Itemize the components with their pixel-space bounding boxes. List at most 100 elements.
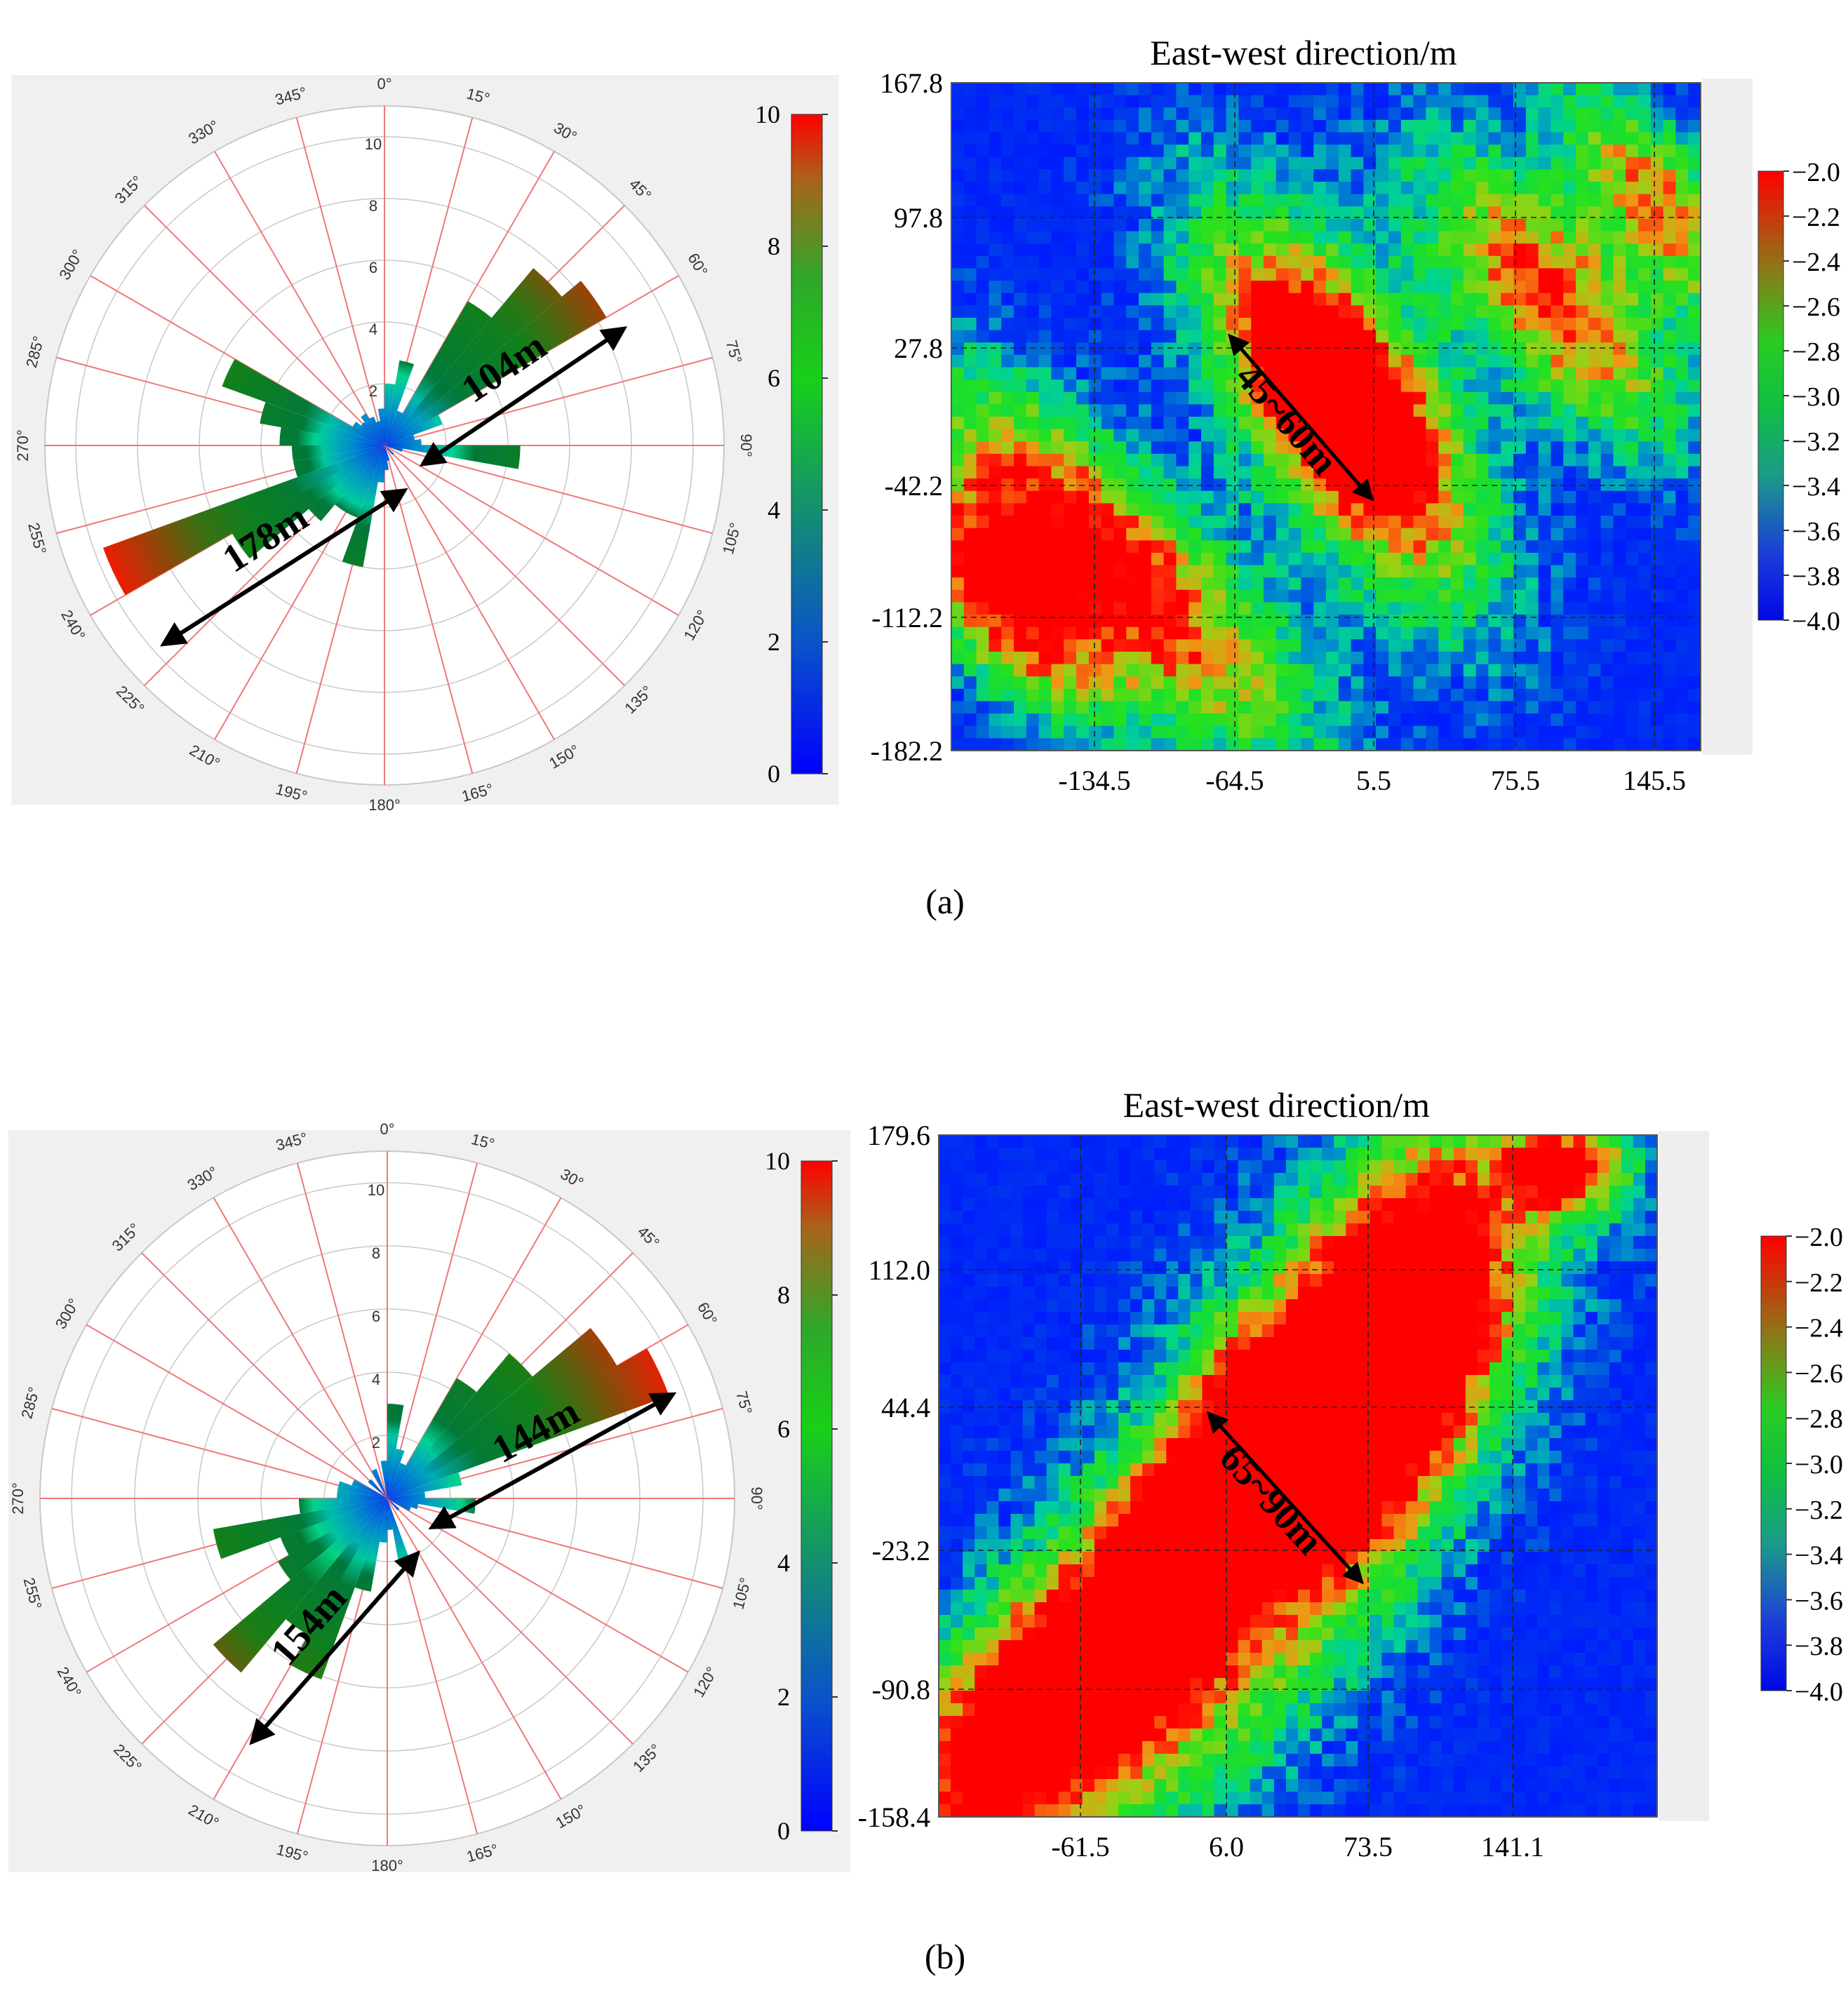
heatmap-b: East-west direction/m-61.5 6.0 73.5 141.117… bbox=[858, 1085, 1843, 1863]
heatmap-cell bbox=[1463, 231, 1477, 244]
heatmap-cell bbox=[1650, 602, 1664, 615]
heatmap-cell bbox=[1189, 218, 1202, 232]
heatmap-cell bbox=[1126, 281, 1139, 294]
heatmap-cell bbox=[1525, 1274, 1538, 1287]
heatmap-cell bbox=[951, 1400, 963, 1414]
heatmap-cell bbox=[1101, 688, 1114, 702]
heatmap-cell bbox=[1417, 1413, 1431, 1426]
heatmap-cell bbox=[1001, 552, 1015, 566]
heatmap-cell bbox=[1178, 1375, 1191, 1388]
heatmap-cell bbox=[1151, 330, 1165, 343]
heatmap-cell bbox=[1226, 1375, 1239, 1388]
heatmap-cell bbox=[1301, 615, 1314, 628]
heatmap-cell bbox=[1576, 516, 1589, 529]
heatmap-cell bbox=[1451, 429, 1464, 442]
heatmap-cell bbox=[1064, 293, 1077, 306]
heatmap-cell bbox=[1573, 1236, 1586, 1249]
heatmap-cell bbox=[1638, 676, 1652, 690]
heatmap-cell bbox=[1326, 132, 1339, 145]
heatmap-cell bbox=[1213, 602, 1227, 615]
heatmap-cell bbox=[1238, 1173, 1251, 1186]
heatmap-colorbar-label: −2.8 bbox=[1792, 337, 1840, 367]
heatmap-cell bbox=[1178, 1287, 1191, 1300]
heatmap-cell bbox=[1139, 466, 1152, 479]
heatmap-cell bbox=[1322, 1388, 1334, 1401]
heatmap-cell bbox=[1166, 1324, 1179, 1338]
heatmap-cell bbox=[1588, 145, 1602, 158]
heatmap-cell bbox=[963, 429, 977, 442]
heatmap-cell bbox=[1264, 626, 1277, 640]
heatmap-cell bbox=[963, 651, 977, 665]
heatmap-cell bbox=[1451, 367, 1464, 380]
heatmap-cell bbox=[1163, 169, 1177, 182]
heatmap-cell bbox=[1101, 565, 1114, 578]
heatmap-cell bbox=[1551, 231, 1564, 244]
heatmap-cell bbox=[1663, 528, 1676, 541]
heatmap-cell bbox=[1451, 552, 1464, 566]
heatmap-cell bbox=[1285, 1362, 1299, 1376]
heatmap-cell bbox=[1076, 688, 1090, 702]
heatmap-cell bbox=[1264, 293, 1277, 306]
heatmap-cell bbox=[1051, 145, 1064, 158]
heatmap-cell bbox=[1166, 1186, 1179, 1199]
heatmap-cell bbox=[1675, 552, 1689, 566]
heatmap-cell bbox=[1475, 119, 1489, 133]
heatmap-cell bbox=[1326, 119, 1339, 133]
heatmap-cell bbox=[1064, 738, 1077, 751]
heatmap-cell bbox=[1463, 293, 1477, 306]
heatmap-cell bbox=[963, 565, 977, 578]
heatmap-cell bbox=[1426, 293, 1439, 306]
heatmap-cell bbox=[1226, 1186, 1239, 1199]
heatmap-cell bbox=[1190, 1148, 1203, 1161]
heatmap-cell bbox=[1549, 1135, 1562, 1148]
heatmap-cell bbox=[1326, 317, 1339, 331]
heatmap-cell bbox=[1426, 490, 1439, 504]
heatmap-cell bbox=[1001, 182, 1015, 195]
heatmap-cell bbox=[1488, 391, 1501, 405]
heatmap-cell bbox=[1538, 305, 1551, 318]
heatmap-cell bbox=[1501, 552, 1514, 566]
heatmap-cell bbox=[1189, 615, 1202, 628]
heatmap-cell bbox=[1275, 95, 1290, 108]
heatmap-cell bbox=[1176, 688, 1189, 702]
heatmap-cell bbox=[1400, 169, 1414, 182]
heatmap-cell bbox=[1400, 503, 1414, 516]
heatmap-cell bbox=[986, 1312, 999, 1325]
heatmap-cell bbox=[976, 441, 989, 455]
heatmap-cell bbox=[1475, 417, 1489, 430]
heatmap-cell bbox=[1189, 268, 1202, 281]
heatmap-cell bbox=[1213, 540, 1227, 553]
heatmap-cell bbox=[1264, 145, 1277, 158]
heatmap-cell bbox=[1313, 516, 1327, 529]
heatmap-cell bbox=[1675, 589, 1689, 603]
heatmap-cell bbox=[1438, 380, 1452, 393]
heatmap-cell bbox=[1118, 1211, 1131, 1224]
heatmap-cell bbox=[1094, 1198, 1107, 1212]
heatmap-cell bbox=[1576, 453, 1589, 467]
heatmap-cell bbox=[1501, 713, 1514, 727]
heatmap-cell bbox=[1675, 577, 1689, 591]
heatmap-cell bbox=[1551, 738, 1564, 751]
heatmap-cell bbox=[1190, 1362, 1203, 1376]
heatmap-cell bbox=[1413, 626, 1426, 640]
heatmap-cell bbox=[1064, 639, 1077, 652]
heatmap-cell bbox=[1139, 342, 1152, 356]
heatmap-cell bbox=[1113, 713, 1127, 727]
heatmap-cell bbox=[1585, 1425, 1598, 1439]
heatmap-cell bbox=[1488, 281, 1501, 294]
heatmap-cell bbox=[1298, 1413, 1311, 1426]
heatmap-cell bbox=[963, 453, 977, 467]
heatmap-cell bbox=[1417, 1236, 1431, 1249]
rose-radial-tick: 6 bbox=[369, 259, 377, 276]
heatmap-cell bbox=[1022, 1223, 1036, 1237]
heatmap-cell bbox=[1046, 1337, 1059, 1350]
heatmap-cell bbox=[1465, 1160, 1478, 1174]
heatmap-cell bbox=[1600, 194, 1614, 207]
heatmap-cell bbox=[1626, 231, 1639, 244]
heatmap-cell bbox=[1645, 1198, 1658, 1212]
heatmap-cell bbox=[1154, 1198, 1167, 1212]
heatmap-cell bbox=[1106, 1324, 1119, 1338]
heatmap-cell bbox=[1501, 528, 1514, 541]
heatmap-cell bbox=[989, 453, 1002, 467]
